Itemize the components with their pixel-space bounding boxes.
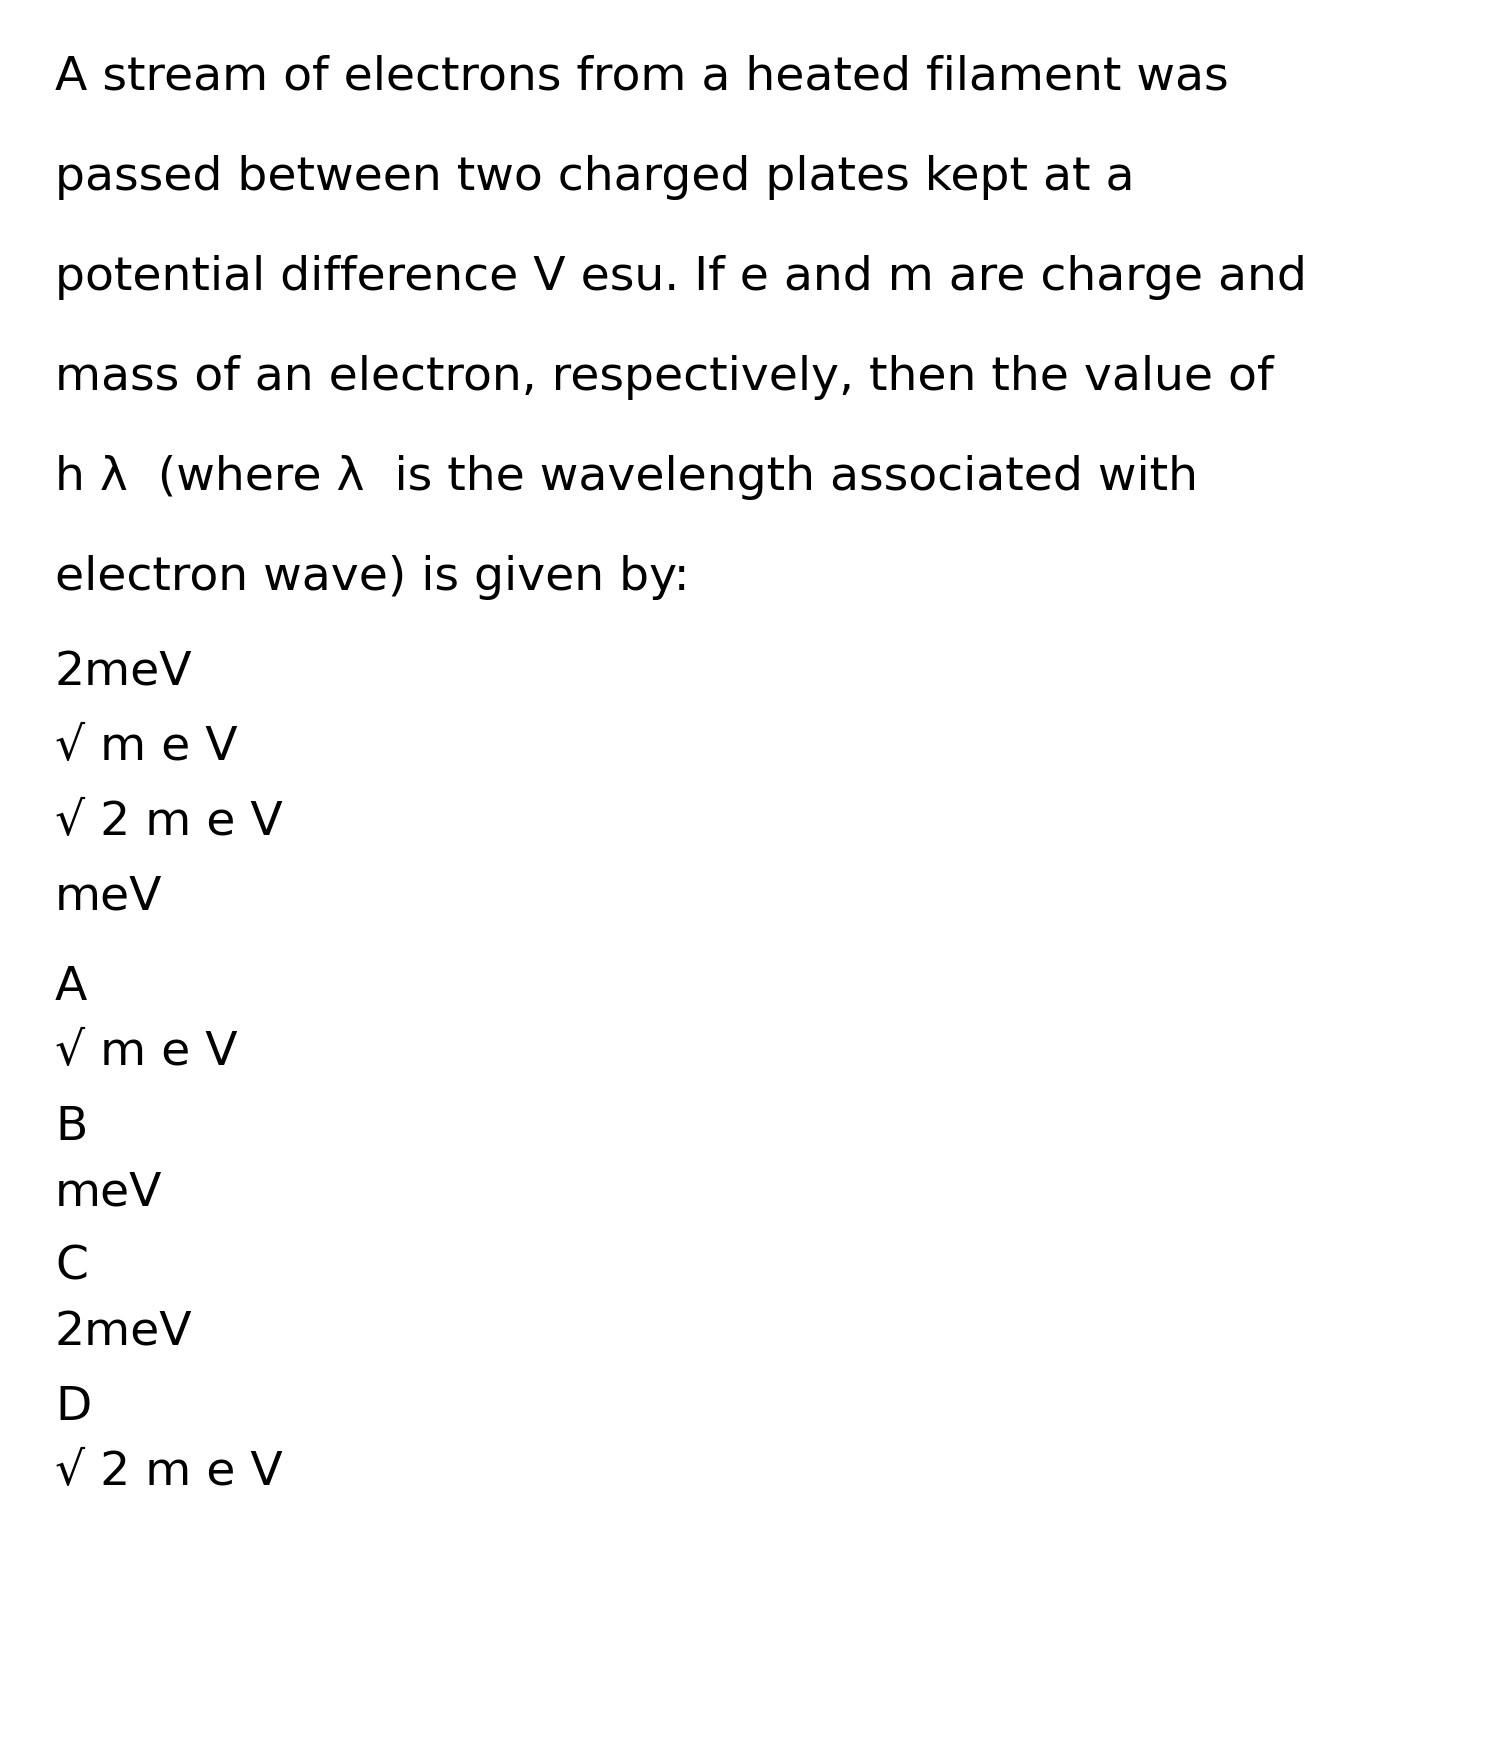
- Text: A stream of electrons from a heated filament was: A stream of electrons from a heated fila…: [56, 56, 1228, 99]
- Text: mass of an electron, respectively, then the value of: mass of an electron, respectively, then …: [56, 356, 1274, 399]
- Text: h λ  (where λ  is the wavelength associated with: h λ (where λ is the wavelength associate…: [56, 455, 1198, 501]
- Text: √ 2 m e V: √ 2 m e V: [56, 1449, 282, 1495]
- Text: √ 2 m e V: √ 2 m e V: [56, 800, 282, 846]
- Text: meV: meV: [56, 1170, 162, 1216]
- Text: 2meV: 2meV: [56, 651, 192, 696]
- Text: passed between two charged plates kept at a: passed between two charged plates kept a…: [56, 155, 1134, 201]
- Text: C: C: [56, 1245, 88, 1291]
- Text: 2meV: 2meV: [56, 1310, 192, 1355]
- Text: potential difference V esu. If e and m are charge and: potential difference V esu. If e and m a…: [56, 255, 1306, 300]
- Text: √ m e V: √ m e V: [56, 1031, 237, 1074]
- Text: B: B: [56, 1106, 87, 1149]
- Text: √ m e V: √ m e V: [56, 726, 237, 771]
- Text: A: A: [56, 964, 87, 1010]
- Text: electron wave) is given by:: electron wave) is given by:: [56, 555, 690, 600]
- Text: meV: meV: [56, 875, 162, 921]
- Text: D: D: [56, 1385, 92, 1430]
